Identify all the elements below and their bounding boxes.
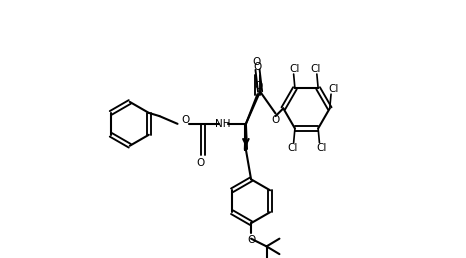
Text: O: O [181,115,189,125]
Text: O: O [196,158,205,167]
Text: Cl: Cl [317,143,327,153]
Text: O: O [255,82,263,91]
Text: Cl: Cl [329,84,339,94]
Text: O: O [247,235,255,245]
Text: Cl: Cl [310,64,321,74]
Text: Cl: Cl [290,64,300,74]
Text: O: O [271,115,280,125]
Text: Cl: Cl [287,143,297,153]
Text: NH: NH [215,119,230,129]
Text: O: O [252,57,260,67]
Text: O: O [254,62,261,72]
